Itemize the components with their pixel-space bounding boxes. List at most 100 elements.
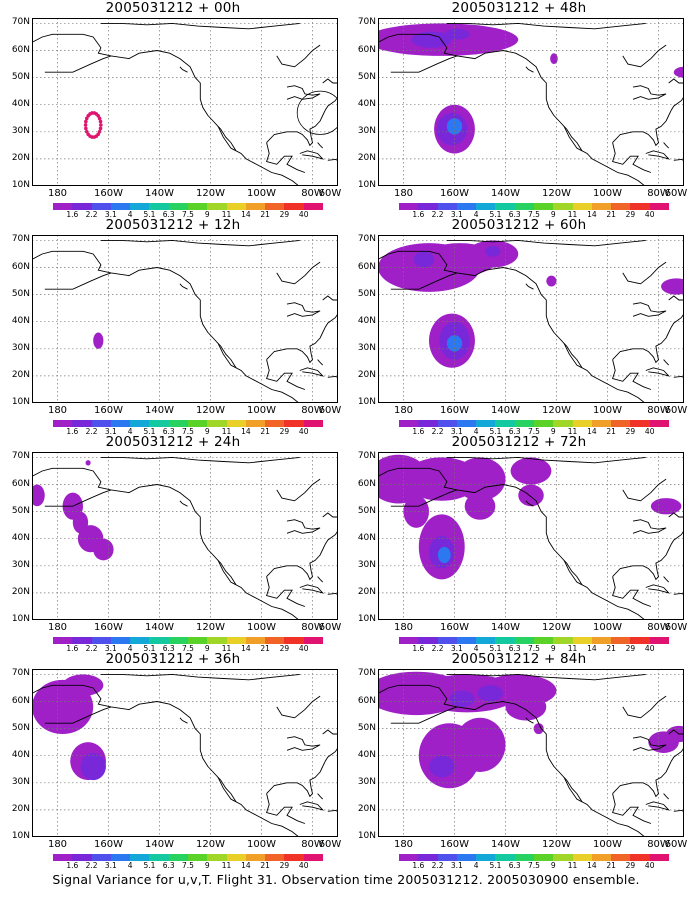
coastline [428, 250, 646, 403]
map-panel: 2005031212 + 72h 70N 60N 50N 40N 30N 20N 10N 180… [346, 434, 692, 653]
color-bar-label: 5.1 [489, 644, 502, 653]
lon-tick-label: 160W [94, 188, 123, 199]
lat-tick-label: 70N [357, 234, 376, 245]
color-bar-label: 6.3 [508, 210, 521, 219]
color-bar-swatch [245, 854, 266, 861]
color-bar-label: 3.1 [450, 861, 463, 870]
color-bar-label: 4 [127, 210, 133, 219]
lat-tick-label: 20N [357, 586, 376, 597]
coastline [612, 576, 652, 607]
color-bar [399, 420, 669, 427]
lon-tick-label: 160W [440, 622, 469, 633]
color-bar-swatch [53, 420, 73, 427]
lat-tick-label: 40N [11, 315, 30, 326]
variance-area [80, 753, 106, 781]
color-bar-label: 6.3 [162, 861, 175, 870]
coastline [563, 777, 583, 803]
lat-tick-label: 60N [357, 478, 376, 489]
lon-tick-label: 180 [393, 188, 414, 199]
variance-dot [84, 129, 89, 134]
color-bar-label: 7.5 [182, 861, 194, 870]
color-bar-label: 11 [567, 210, 578, 219]
coastline [563, 560, 583, 586]
color-bar-label: 21 [606, 644, 616, 653]
color-bar-swatch [72, 637, 92, 644]
coastline [217, 343, 237, 369]
lon-tick-label: 180 [393, 405, 414, 416]
lon-tick-label: 160W [94, 622, 123, 633]
color-bar-swatch [72, 203, 92, 210]
lon-tick-label: 120W [196, 188, 225, 199]
color-bar-label: 5.1 [489, 210, 502, 219]
color-bar-swatch [572, 420, 592, 427]
color-bar-swatch [514, 854, 534, 861]
color-bar-swatch [553, 420, 573, 427]
color-bar-label: 4 [473, 427, 479, 436]
figure-caption: Signal Variance for u,v,T. Flight 31. Ob… [52, 872, 640, 887]
color-bar-swatch [226, 203, 246, 210]
coastline [44, 55, 112, 73]
coastline [446, 239, 646, 247]
color-bar-swatch [53, 637, 73, 644]
coastline [446, 22, 646, 30]
lat-tick-label: 20N [357, 152, 376, 163]
lon-tick-label: 140W [491, 622, 520, 633]
lon-tick-label: 140W [491, 405, 520, 416]
coastline [276, 261, 321, 285]
color-bar-swatch [572, 637, 592, 644]
color-bar-label: 5.1 [489, 861, 502, 870]
panel-title: 2005031212 + 84h [451, 651, 587, 667]
color-bar-label: 40 [298, 861, 309, 870]
color-bar-label: 9 [550, 861, 556, 870]
map-svg [32, 669, 338, 837]
map-svg [378, 18, 684, 186]
coastline [266, 576, 306, 607]
color-bar-label: 4 [473, 861, 479, 870]
lat-tick-label: 70N [11, 17, 30, 28]
variance-area [403, 495, 429, 528]
color-bar-swatch [265, 203, 285, 210]
color-bar-swatch [437, 637, 457, 644]
coastline [322, 78, 338, 89]
lon-tick-label: 180 [47, 188, 68, 199]
color-bar-label: 9 [204, 427, 210, 436]
color-bar-swatch [591, 854, 612, 861]
color-bar-swatch [284, 637, 304, 644]
coastline [32, 684, 83, 694]
variance-area [32, 484, 45, 507]
coastline [179, 500, 188, 507]
coastline [673, 158, 684, 161]
color-bar-swatch [630, 637, 650, 644]
lon-tick-label: 140W [145, 188, 174, 199]
map-panel: 2005031212 + 12h 70N 60N 50N 40N 30N 20N 10N 180… [0, 217, 346, 436]
lon-tick-label: 160W [94, 405, 123, 416]
lat-tick-label: 70N [11, 234, 30, 245]
panel-title: 2005031212 + 60h [451, 217, 587, 233]
lon-tick-label: 80W [647, 188, 670, 199]
color-bar-swatch [533, 854, 554, 861]
color-bar-swatch [572, 203, 592, 210]
color-bar-label: 14 [587, 861, 597, 870]
color-bar-swatch [187, 854, 208, 861]
lat-tick-label: 50N [357, 71, 376, 82]
color-bar-swatch [110, 854, 131, 861]
color-bar-swatch [611, 420, 631, 427]
coastline [317, 576, 324, 583]
coastline [645, 150, 671, 160]
coastline [286, 302, 321, 317]
color-bar-swatch [284, 420, 304, 427]
coastline [390, 706, 458, 724]
color-bar-label: 4 [473, 644, 479, 653]
color-bar-label: 29 [279, 210, 290, 219]
color-bar-swatch [495, 203, 515, 210]
color-bar-label: 40 [298, 644, 309, 653]
coastline [612, 313, 684, 364]
color-bar-swatch [130, 203, 150, 210]
coastline [612, 793, 652, 824]
color-bar-swatch [456, 203, 477, 210]
color-bar [399, 854, 669, 861]
coastline [32, 467, 83, 477]
color-bar-swatch [110, 420, 131, 427]
variance-area [550, 53, 558, 65]
map-frame [378, 452, 684, 620]
